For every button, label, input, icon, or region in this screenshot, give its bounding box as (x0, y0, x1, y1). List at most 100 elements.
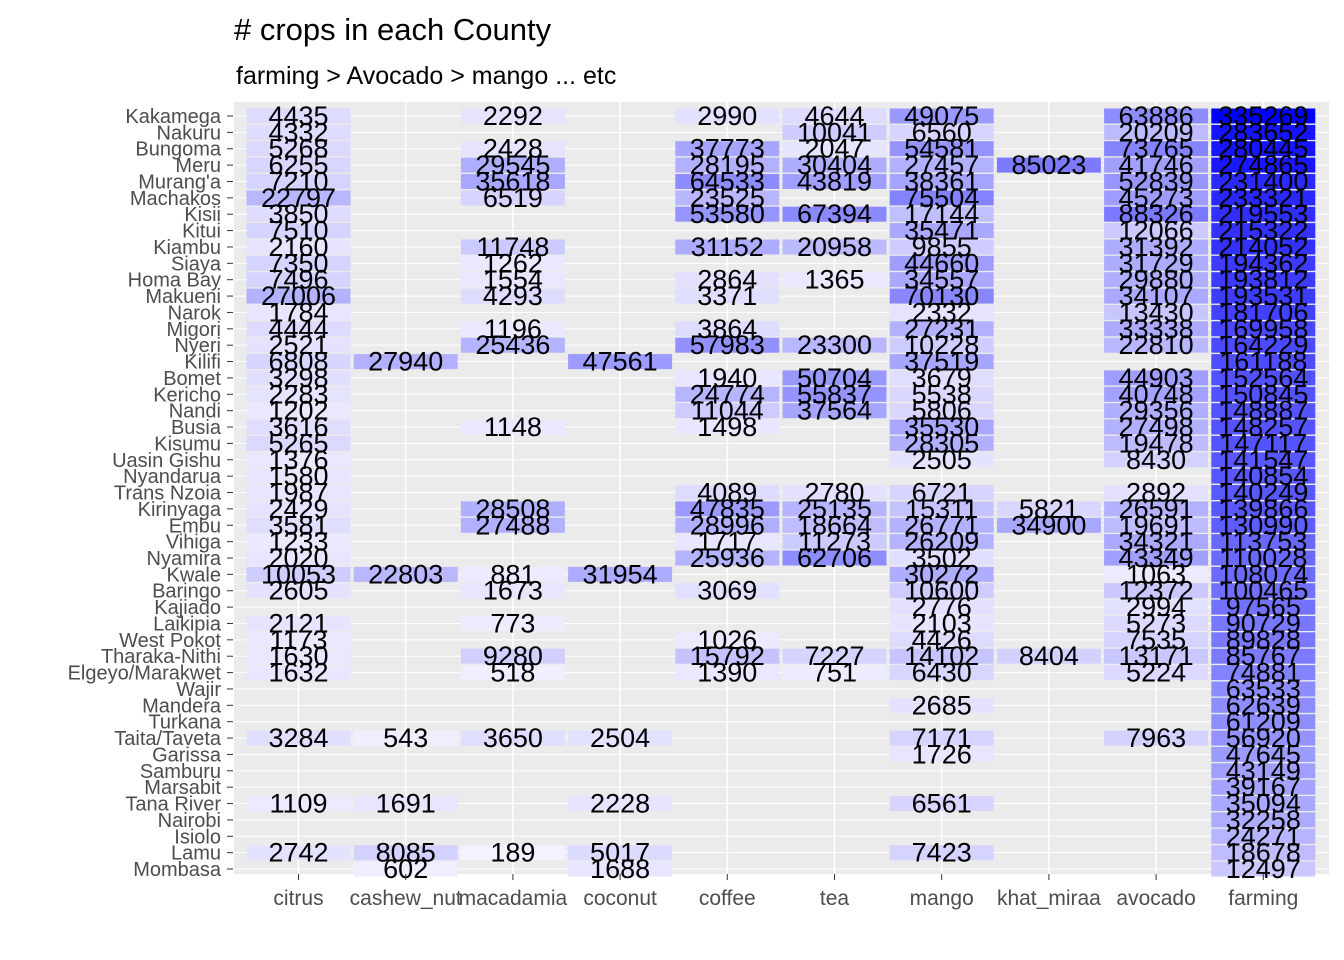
cell-garissa-farming (1211, 746, 1316, 762)
cell-makueni-mango (889, 288, 994, 304)
label-homa-bay-macadamia: 1554 (483, 265, 543, 295)
label-vihiga-coffee: 1717 (697, 527, 757, 557)
label-embu-farming: 130990 (1218, 510, 1308, 540)
label-trans-nzoia-avocado: 2892 (1126, 478, 1186, 508)
cell-homa-bay-mango (889, 272, 994, 288)
cell-west-pokot-farming (1211, 632, 1316, 648)
cell-kirinyaga-farming (1211, 501, 1316, 517)
label-kisumu-mango: 28305 (904, 428, 979, 458)
label-taita-taveta-mango: 7171 (912, 723, 972, 753)
label-murang-a-tea: 43819 (797, 167, 872, 197)
label-busia-coffee: 1498 (697, 412, 757, 442)
label-kirinyaga-tea: 25135 (797, 494, 872, 524)
cell-kakamega-farming (1211, 108, 1316, 124)
label-kericho-avocado: 40748 (1119, 379, 1194, 409)
label-elgeyo-marakwet-citrus: 1632 (268, 658, 328, 688)
label-bomet-avocado: 44903 (1119, 363, 1194, 393)
label-meru-coffee: 28195 (690, 150, 765, 180)
label-laikipia-farming: 90729 (1226, 609, 1301, 639)
label-nyamira-mango: 3502 (912, 543, 972, 573)
label-siaya-farming: 194362 (1218, 248, 1308, 278)
cell-west-pokot-mango (889, 632, 994, 648)
cell-kisumu-farming (1211, 435, 1316, 451)
label-migori-mango: 27231 (904, 314, 979, 344)
cell-nakuru-citrus (246, 124, 351, 140)
label-lamu-coconut: 5017 (590, 838, 650, 868)
label-busia-citrus: 3616 (268, 412, 328, 442)
cell-vihiga-farming (1211, 534, 1316, 550)
label-narok-mango: 2332 (912, 297, 972, 327)
label-makueni-avocado: 34107 (1119, 281, 1194, 311)
cell-embu-coffee (675, 517, 780, 533)
cell-kisii-coffee (675, 206, 780, 222)
label-meru-khat-miraa: 85023 (1011, 150, 1086, 180)
label-samburu-farming: 43149 (1226, 756, 1301, 786)
cell-makueni-citrus (246, 288, 351, 304)
y-tick-label-laikipia: Laikipia (153, 614, 222, 636)
cell-kiambu-tea (782, 239, 887, 255)
label-laikipia-macadamia: 773 (490, 609, 535, 639)
label-trans-nzoia-citrus: 1987 (268, 478, 328, 508)
y-tick-label-bomet: Bomet (163, 368, 221, 390)
label-kirinyaga-coffee: 47835 (690, 494, 765, 524)
cell-mombasa-farming (1211, 861, 1316, 877)
label-baringo-citrus: 2605 (268, 576, 328, 606)
cell-siaya-avocado (1104, 255, 1209, 271)
cell-murang-a-mango (889, 174, 994, 189)
cell-tharaka-nithi-khat-miraa (996, 648, 1101, 664)
cell-meru-khat-miraa (996, 157, 1101, 173)
cell-kilifi-coconut (568, 354, 673, 370)
label-nyeri-citrus: 2521 (268, 330, 328, 360)
label-kilifi-cashew-nut: 27940 (368, 347, 443, 377)
cell-kiambu-coffee (675, 239, 780, 255)
label-murang-a-coffee: 64533 (690, 167, 765, 197)
y-tick-label-kilifi: Kilifi (184, 352, 221, 374)
label-tharaka-nithi-macadamia: 9280 (483, 641, 543, 671)
cell-elgeyo-marakwet-farming (1211, 665, 1316, 681)
y-tick-label-nyandarua: Nyandarua (123, 466, 222, 488)
cell-tharaka-nithi-avocado (1104, 648, 1209, 664)
label-kiambu-mango: 9855 (912, 232, 972, 262)
cell-meru-citrus (246, 157, 351, 173)
label-meru-mango: 27457 (904, 150, 979, 180)
cell-baringo-farming (1211, 583, 1316, 599)
label-kakamega-citrus: 4435 (268, 101, 328, 131)
cell-nyeri-macadamia (460, 337, 565, 353)
cell-isiolo-farming (1211, 828, 1316, 844)
x-tick-label-cashew-nut: cashew_nut (350, 887, 462, 910)
cell-elgeyo-marakwet-citrus (246, 665, 351, 681)
cell-murang-a-tea (782, 174, 887, 189)
cell-taita-taveta-farming (1211, 730, 1316, 746)
label-west-pokot-avocado: 7535 (1126, 625, 1186, 655)
y-tick-label-elgeyo-marakwet: Elgeyo/Marakwet (68, 663, 222, 685)
label-kilifi-farming: 161188 (1219, 347, 1307, 377)
cell-kwale-cashew-nut (353, 566, 458, 582)
y-tick-label-uasin-gishu: Uasin Gishu (112, 450, 221, 472)
cell-bungoma-macadamia (460, 141, 565, 157)
y-tick-label-kajiado: Kajiado (154, 597, 221, 619)
cell-homa-bay-citrus (246, 272, 351, 288)
cell-kakamega-coffee (675, 108, 780, 124)
chart-subtitle: farming > Avocado > mango ... etc (236, 62, 616, 90)
label-taita-taveta-farming: 56920 (1226, 723, 1301, 753)
label-tana-river-cashew-nut: 1691 (376, 789, 436, 819)
label-meru-farming: 274865 (1218, 150, 1308, 180)
label-kitui-mango: 35471 (904, 216, 979, 246)
cell-kitui-mango (889, 223, 994, 239)
label-machakos-mango: 75504 (904, 183, 979, 213)
y-tick-label-isiolo: Isiolo (174, 826, 221, 848)
cell-laikipia-macadamia (460, 616, 565, 631)
cell-nakuru-tea (782, 124, 887, 140)
label-tana-river-citrus: 1109 (269, 789, 327, 819)
cell-elgeyo-marakwet-mango (889, 665, 994, 681)
cell-kilifi-citrus (246, 354, 351, 370)
label-kiambu-tea: 20958 (797, 232, 872, 262)
cell-nyeri-mango (889, 337, 994, 353)
cell-makueni-avocado (1104, 288, 1209, 304)
label-migori-avocado: 33338 (1119, 314, 1194, 344)
cell-bomet-citrus (246, 370, 351, 386)
cell-kiambu-farming (1211, 239, 1316, 255)
label-kirinyaga-mango: 15311 (905, 494, 978, 524)
label-bomet-coffee: 1940 (697, 363, 757, 393)
label-kwale-mango: 30272 (904, 559, 979, 589)
